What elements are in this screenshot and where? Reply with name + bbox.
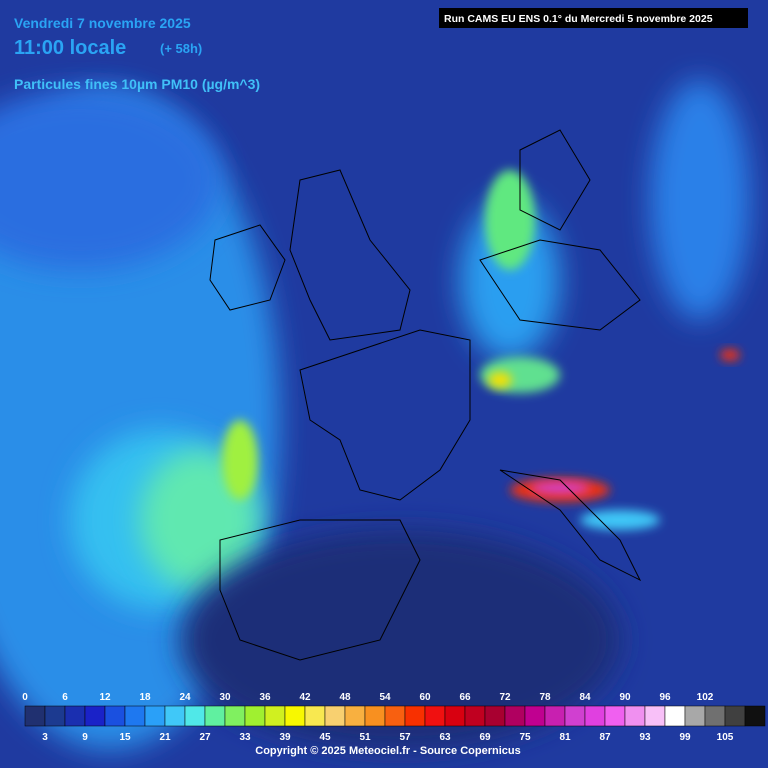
legend-label: 72 bbox=[499, 692, 511, 703]
legend-label: 105 bbox=[717, 732, 734, 743]
legend-swatch bbox=[624, 705, 646, 727]
legend-label: 96 bbox=[659, 692, 671, 703]
legend-label: 48 bbox=[339, 692, 351, 703]
legend-swatch bbox=[124, 705, 146, 727]
legend-swatch bbox=[404, 705, 426, 727]
legend-swatch bbox=[464, 705, 486, 727]
product: Particules fines 10µm PM10 (µg/m^3) bbox=[14, 76, 260, 92]
copyright: Copyright © 2025 Meteociel.fr - Source C… bbox=[255, 745, 520, 757]
legend-label: 30 bbox=[219, 692, 231, 703]
legend-label: 51 bbox=[359, 732, 371, 743]
legend-label: 39 bbox=[279, 732, 291, 743]
run-info: Run CAMS EU ENS 0.1° du Mercredi 5 novem… bbox=[444, 13, 713, 25]
legend-label: 42 bbox=[299, 692, 311, 703]
legend-label: 12 bbox=[99, 692, 111, 703]
legend-swatch bbox=[564, 705, 586, 727]
legend-label: 63 bbox=[439, 732, 451, 743]
legend-label: 87 bbox=[599, 732, 611, 743]
legend-label: 84 bbox=[579, 692, 591, 703]
legend-label: 57 bbox=[399, 732, 411, 743]
legend-swatch bbox=[584, 705, 606, 727]
legend-label: 66 bbox=[459, 692, 471, 703]
legend-label: 0 bbox=[22, 692, 28, 703]
legend-swatch bbox=[344, 705, 366, 727]
date: Vendredi 7 novembre 2025 bbox=[14, 15, 191, 31]
legend-label: 93 bbox=[639, 732, 651, 743]
legend-label: 18 bbox=[139, 692, 151, 703]
legend-label: 69 bbox=[479, 732, 491, 743]
legend-swatch bbox=[424, 705, 446, 727]
legend-label: 3 bbox=[42, 732, 48, 743]
legend-swatch bbox=[704, 705, 726, 727]
legend-swatch bbox=[104, 705, 126, 727]
legend-label: 27 bbox=[199, 732, 211, 743]
legend-label: 99 bbox=[679, 732, 691, 743]
legend-label: 90 bbox=[619, 692, 631, 703]
legend-swatch bbox=[684, 705, 706, 727]
header: Vendredi 7 novembre 2025 11:00 locale (+… bbox=[14, 8, 748, 92]
legend-label: 15 bbox=[119, 732, 131, 743]
legend-swatch bbox=[224, 705, 246, 727]
legend-label: 9 bbox=[82, 732, 88, 743]
legend-swatch bbox=[444, 705, 466, 727]
legend-swatch bbox=[604, 705, 626, 727]
legend-swatch bbox=[304, 705, 326, 727]
legend-swatch bbox=[664, 705, 686, 727]
lead-time: (+ 58h) bbox=[160, 41, 202, 56]
legend-swatch bbox=[64, 705, 86, 727]
legend-swatch bbox=[144, 705, 166, 727]
legend-swatch bbox=[364, 705, 386, 727]
legend-swatch bbox=[284, 705, 306, 727]
legend-label: 21 bbox=[159, 732, 171, 743]
legend-swatch bbox=[24, 705, 46, 727]
legend-label: 24 bbox=[179, 692, 191, 703]
coastlines bbox=[209, 129, 642, 661]
legend-swatch bbox=[724, 705, 746, 727]
legend-swatch bbox=[324, 705, 346, 727]
legend-label: 81 bbox=[559, 732, 571, 743]
legend-swatch bbox=[384, 705, 406, 727]
legend-swatch bbox=[644, 705, 666, 727]
legend-label: 60 bbox=[419, 692, 431, 703]
legend-swatch bbox=[544, 705, 566, 727]
legend-swatch bbox=[244, 705, 266, 727]
time: 11:00 locale bbox=[14, 37, 126, 59]
legend-swatch bbox=[184, 705, 206, 727]
legend-swatch bbox=[164, 705, 186, 727]
legend-swatch bbox=[44, 705, 66, 727]
legend-swatch bbox=[504, 705, 526, 727]
legend-swatch bbox=[84, 705, 106, 727]
legend-label: 78 bbox=[539, 692, 551, 703]
legend-swatch bbox=[264, 705, 286, 727]
legend-label: 54 bbox=[379, 692, 391, 703]
legend-label: 33 bbox=[239, 732, 251, 743]
legend-swatch bbox=[524, 705, 546, 727]
legend-label: 45 bbox=[319, 732, 331, 743]
legend-swatch bbox=[744, 705, 766, 727]
legend-swatch bbox=[484, 705, 506, 727]
legend-label: 102 bbox=[697, 692, 714, 703]
legend-label: 6 bbox=[62, 692, 68, 703]
legend-label: 36 bbox=[259, 692, 271, 703]
run-box bbox=[439, 8, 748, 28]
legend-label: 75 bbox=[519, 732, 531, 743]
legend-swatch bbox=[204, 705, 226, 727]
